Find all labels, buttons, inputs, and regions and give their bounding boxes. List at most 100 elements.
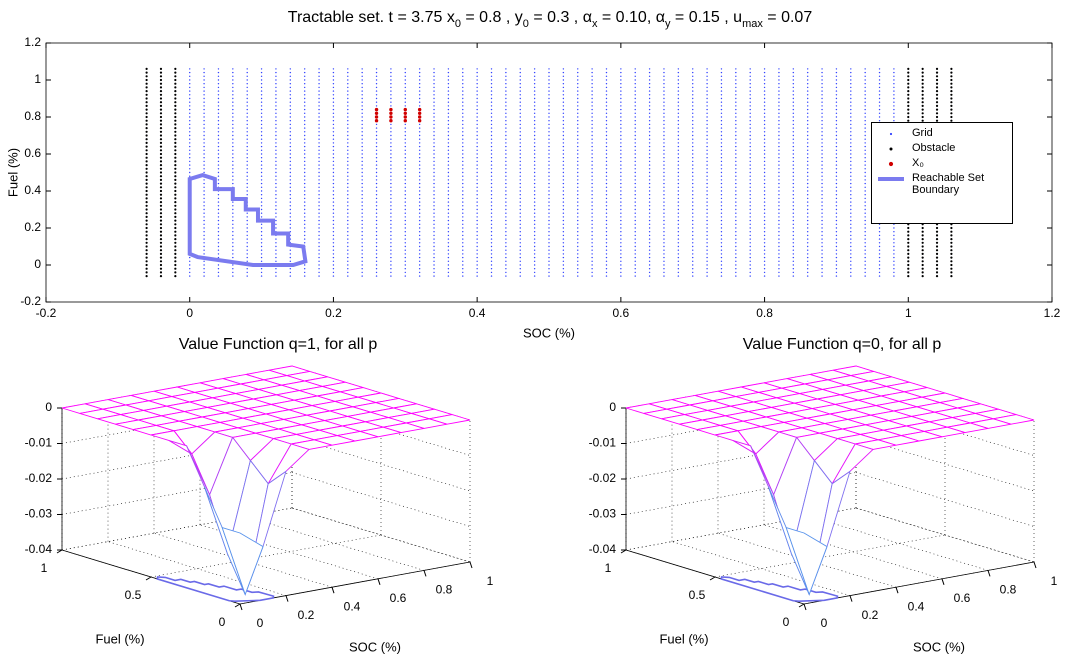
x-tick bbox=[377, 578, 381, 585]
point bbox=[935, 252, 939, 255]
point bbox=[634, 112, 636, 115]
point bbox=[893, 105, 895, 107]
point bbox=[361, 94, 363, 96]
point bbox=[806, 175, 809, 177]
point bbox=[907, 93, 910, 96]
x-tick bbox=[941, 578, 945, 585]
point bbox=[404, 131, 406, 133]
point bbox=[921, 226, 924, 230]
point bbox=[361, 71, 363, 74]
point bbox=[533, 227, 536, 229]
point bbox=[462, 208, 464, 211]
point bbox=[347, 131, 349, 133]
point bbox=[375, 275, 378, 277]
point bbox=[950, 238, 953, 241]
point bbox=[203, 275, 205, 277]
point bbox=[217, 194, 220, 196]
point bbox=[706, 190, 708, 192]
point bbox=[303, 149, 306, 151]
point bbox=[303, 97, 306, 100]
point bbox=[289, 212, 292, 214]
point bbox=[648, 75, 651, 78]
point bbox=[145, 123, 148, 126]
point bbox=[749, 142, 751, 144]
point bbox=[519, 83, 521, 85]
point bbox=[303, 86, 306, 89]
point bbox=[950, 249, 953, 252]
point bbox=[174, 219, 177, 222]
point bbox=[447, 75, 450, 78]
point bbox=[562, 153, 565, 155]
point bbox=[720, 271, 723, 274]
point bbox=[605, 168, 608, 170]
point bbox=[935, 275, 939, 278]
point bbox=[447, 179, 450, 181]
point bbox=[850, 68, 852, 70]
point bbox=[921, 260, 924, 263]
point bbox=[462, 142, 464, 144]
point bbox=[203, 153, 205, 155]
point bbox=[433, 205, 435, 207]
point bbox=[921, 101, 924, 104]
point bbox=[935, 82, 939, 85]
point bbox=[577, 142, 579, 144]
point bbox=[562, 234, 565, 237]
point bbox=[763, 75, 766, 78]
point bbox=[389, 119, 393, 123]
point bbox=[591, 142, 593, 144]
point bbox=[864, 242, 866, 244]
point bbox=[217, 179, 220, 181]
point bbox=[720, 175, 723, 177]
point bbox=[246, 71, 248, 74]
point bbox=[648, 208, 651, 211]
point bbox=[433, 71, 435, 74]
point bbox=[418, 227, 421, 229]
point bbox=[361, 179, 363, 181]
point bbox=[447, 208, 450, 211]
point bbox=[749, 275, 751, 277]
point bbox=[390, 179, 392, 181]
point bbox=[749, 271, 751, 274]
point bbox=[806, 83, 809, 85]
point bbox=[763, 234, 766, 237]
point bbox=[275, 79, 277, 81]
point bbox=[318, 219, 320, 222]
point bbox=[189, 105, 191, 107]
point bbox=[878, 116, 881, 118]
point bbox=[505, 145, 507, 148]
point bbox=[374, 119, 379, 123]
point bbox=[548, 101, 550, 103]
point bbox=[677, 201, 680, 203]
point bbox=[562, 256, 565, 259]
point bbox=[217, 242, 220, 244]
x-tick-label: 1 bbox=[905, 306, 912, 320]
point bbox=[232, 71, 234, 74]
point bbox=[174, 71, 177, 74]
point bbox=[505, 208, 507, 211]
point bbox=[189, 83, 191, 85]
point bbox=[203, 138, 205, 140]
point bbox=[850, 175, 852, 177]
point bbox=[634, 149, 636, 151]
point bbox=[806, 208, 809, 211]
point bbox=[447, 138, 450, 140]
legend-marker bbox=[889, 147, 893, 150]
point bbox=[318, 179, 320, 181]
point bbox=[533, 216, 536, 218]
point bbox=[821, 197, 823, 200]
point bbox=[677, 238, 680, 240]
point bbox=[648, 101, 651, 103]
point bbox=[303, 116, 306, 118]
point bbox=[893, 264, 895, 266]
point bbox=[390, 182, 392, 185]
point bbox=[447, 145, 450, 148]
point bbox=[778, 71, 780, 74]
point bbox=[217, 164, 220, 166]
point bbox=[404, 264, 406, 266]
point bbox=[232, 127, 234, 129]
point bbox=[189, 127, 191, 129]
point bbox=[720, 168, 723, 170]
point bbox=[318, 131, 320, 133]
point bbox=[189, 149, 191, 151]
point bbox=[577, 212, 579, 214]
